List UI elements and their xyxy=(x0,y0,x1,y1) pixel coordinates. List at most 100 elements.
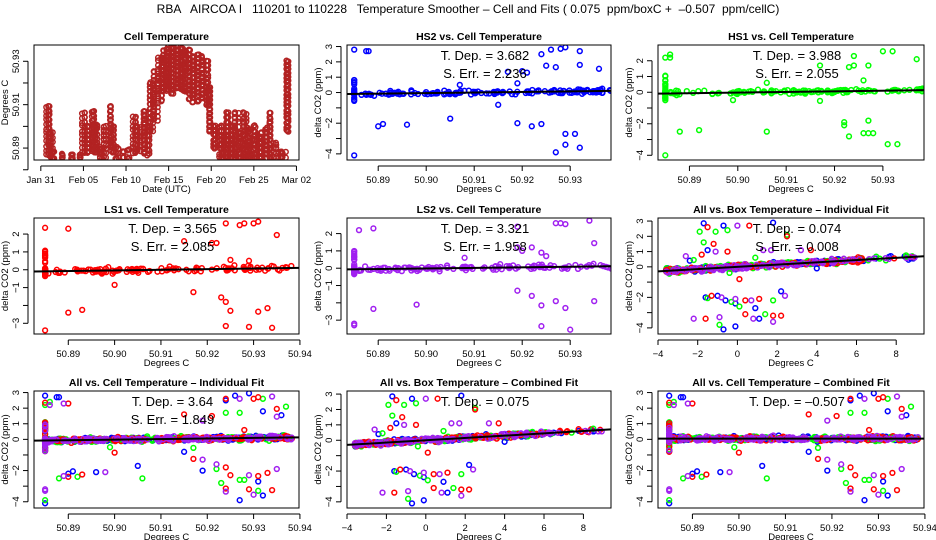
series-ls2-outlier xyxy=(861,395,868,402)
series-hs2-outlier xyxy=(813,265,820,272)
cell-temp-point xyxy=(203,66,211,73)
series-hs2-outlier xyxy=(41,392,49,399)
cell-temp-point xyxy=(150,116,158,123)
series-ls1-outlier xyxy=(434,395,441,402)
series-ls1-outlier xyxy=(391,489,398,496)
cell-temp-point xyxy=(47,134,54,141)
series-ls1-outlier xyxy=(245,257,253,264)
series-hs2-outlier xyxy=(55,394,63,401)
cell-temp-point xyxy=(125,146,132,154)
cell-temp-point xyxy=(140,111,147,118)
x-tick-label: 50.94 xyxy=(913,523,936,534)
x-tick-label: −2 xyxy=(692,349,703,360)
figure-title: RBA AIRCOA I 110201 to 110228 Temperatur… xyxy=(156,2,780,16)
cell-temp-point xyxy=(134,137,141,144)
series-ls1-outlier xyxy=(847,395,854,402)
cell-temp-point xyxy=(81,109,88,117)
cell-temp-point xyxy=(278,148,285,155)
y-tick-label: 2 xyxy=(11,406,22,411)
cell-temp-point xyxy=(100,144,107,152)
plot-area xyxy=(347,45,611,159)
series-hs1-point xyxy=(800,87,807,94)
y-tick-label: 2 xyxy=(324,59,335,64)
x-tick-label: Feb 20 xyxy=(196,175,226,186)
x-tick-label: 50.93 xyxy=(242,349,266,360)
plot-area xyxy=(34,218,299,334)
y-tick-label: 3 xyxy=(324,44,335,49)
series-hs1-outlier xyxy=(816,97,824,105)
series-ls1-outlier xyxy=(783,233,791,240)
cell-temp-point xyxy=(100,135,107,143)
plot-box xyxy=(346,390,612,509)
y-axis-label: delta CO2 (ppm) xyxy=(624,414,635,484)
series-ls2-point xyxy=(488,434,495,441)
series-ls1-outlier xyxy=(742,297,749,304)
series-hs2-outlier xyxy=(805,448,812,455)
panel-title: LS1 vs. Cell Temperature xyxy=(104,204,229,216)
series-hs1-outlier xyxy=(847,409,854,416)
series-ls2-point xyxy=(366,439,374,446)
y-axis-label: delta CO2 (ppm) xyxy=(624,67,635,137)
x-tick-label: 50.89 xyxy=(56,349,80,360)
series-ls2-outlier xyxy=(456,420,463,427)
series-hs2-outlier xyxy=(408,500,416,507)
y-tick-label: 50.91 xyxy=(11,93,22,117)
series-ls2-outlier xyxy=(684,400,691,407)
series-ls2-point xyxy=(786,434,793,441)
series-hs2-outlier xyxy=(861,497,868,504)
cell-temp-point xyxy=(132,115,139,122)
series-hs1-outlier xyxy=(736,303,743,310)
series-ls1-outlier xyxy=(41,224,49,231)
x-tick-label: Feb 10 xyxy=(111,175,141,186)
series-hs2-outlier xyxy=(759,462,766,470)
series-hs1-outlier xyxy=(666,51,674,58)
y-axis-label: delta CO2 (ppm) xyxy=(0,414,11,484)
plot-area xyxy=(43,45,292,160)
series-hs1-outlier xyxy=(690,256,697,264)
series-ls1-outlier xyxy=(833,412,840,420)
series-ls1-outlier xyxy=(399,414,406,421)
series-ls2-outlier xyxy=(370,225,377,232)
x-tick-label: 50.92 xyxy=(823,175,847,186)
series-ls2-outlier xyxy=(586,218,593,224)
series-ls2-outlier xyxy=(718,294,725,301)
series-hs2-point xyxy=(407,91,415,98)
series-hs2-outlier xyxy=(514,120,521,127)
series-hs2-outlier xyxy=(420,497,427,504)
series-hs1-outlier xyxy=(414,443,422,450)
x-tick-label: 50.91 xyxy=(774,175,798,186)
series-hs1-outlier xyxy=(913,56,920,63)
series-ls2-outlier xyxy=(543,252,550,260)
y-tick-label: 0 xyxy=(324,90,335,95)
series-ls2-outlier xyxy=(420,469,427,476)
fit-line xyxy=(347,428,611,446)
series-ls1-outlier xyxy=(879,394,887,401)
x-tick-label: 50.91 xyxy=(149,349,173,360)
x-axis-label: Degrees C xyxy=(768,184,814,195)
series-ls2-outlier xyxy=(273,465,280,473)
cell-temp-point xyxy=(59,154,66,160)
series-ls2-outlier xyxy=(838,461,845,468)
panel-title: All vs. Cell Temperature – Individual Fi… xyxy=(69,377,265,389)
cell-temp-point xyxy=(284,73,291,81)
series-hs1-outlier xyxy=(865,117,872,124)
series-ls1-outlier xyxy=(666,399,673,406)
cell-temp-point xyxy=(146,150,153,157)
cell-temp-point xyxy=(206,96,213,103)
cell-temp-point xyxy=(50,155,58,160)
series-ls2-outlier xyxy=(199,456,206,463)
series-ls2-outlier xyxy=(528,244,535,251)
series-hs2-outlier xyxy=(752,304,759,312)
series-ls2-outlier xyxy=(562,304,569,312)
series-hs2-outlier xyxy=(447,115,454,122)
series-ls1-outlier xyxy=(847,464,854,471)
series-hs2-outlier xyxy=(870,391,877,397)
series-ls2-outlier xyxy=(41,487,49,494)
series-ls2-point xyxy=(394,266,401,274)
series-ls1-outlier xyxy=(222,220,229,227)
series-hs1-outlier xyxy=(879,487,887,494)
series-ls2-outlier xyxy=(670,401,677,409)
series-ls2-outlier xyxy=(591,239,598,247)
series-ls2-point xyxy=(743,434,750,441)
